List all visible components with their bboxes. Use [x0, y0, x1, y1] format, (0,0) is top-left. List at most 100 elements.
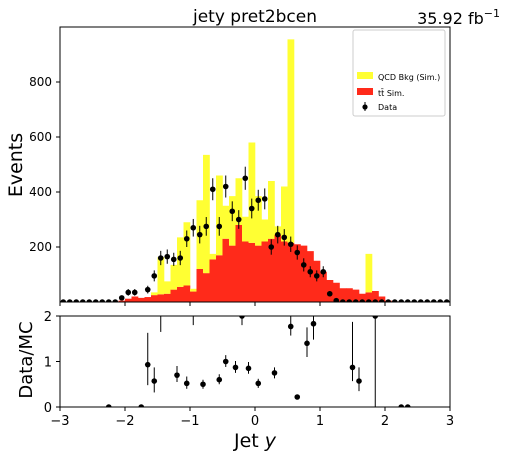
qcd-bar — [365, 253, 373, 293]
data-point — [411, 299, 418, 302]
data-point — [391, 299, 398, 302]
data-point — [398, 299, 405, 302]
x-axis-label: Jet y — [233, 430, 277, 452]
ratio-point — [255, 380, 262, 387]
ttbar-bar — [320, 271, 327, 302]
data-point — [274, 231, 281, 238]
ratio-point — [239, 316, 245, 319]
ratio-point — [222, 358, 229, 365]
x-tick-label: −3 — [50, 414, 69, 429]
data-point — [242, 175, 249, 182]
x-tick-label: 1 — [316, 414, 324, 429]
ttbar-bar — [242, 241, 249, 302]
data-point — [339, 299, 346, 302]
top-y-axis-label: Events — [5, 133, 27, 197]
qcd-bar — [222, 205, 230, 239]
ttbar-bar — [151, 295, 158, 302]
chart-title: jety pret2bcen — [192, 7, 317, 27]
ratio-point — [349, 364, 356, 371]
ttbar-bar — [333, 282, 340, 302]
data-point — [112, 299, 119, 302]
data-point — [294, 249, 301, 256]
ttbar-bar — [196, 269, 204, 302]
ttbar-bar — [365, 292, 373, 302]
legend-label: QCD Bkg (Sim.) — [378, 73, 440, 82]
ttbar-bar — [183, 285, 191, 302]
qcd-bar — [209, 253, 217, 260]
ttbar-bar — [359, 293, 366, 302]
ttbar-bar — [177, 286, 184, 302]
ttbar-bar — [339, 288, 347, 302]
ratio-y-tick-label: 0 — [44, 401, 52, 416]
data-point — [86, 299, 93, 302]
data-point — [430, 299, 437, 302]
ttbar-bar — [138, 297, 145, 302]
ratio-point — [245, 365, 252, 372]
legend: QCD Bkg (Sim.) tt̄ Sim. Data — [352, 29, 446, 117]
ratio-plot: 0 1 2 −3 −2 −1 0 1 2 3 — [44, 309, 454, 429]
ttbar-bar — [203, 273, 210, 302]
data-point — [281, 234, 288, 241]
ttbar-bar — [287, 242, 295, 302]
ratio-point — [404, 404, 411, 407]
qcd-bar — [242, 216, 249, 242]
ratio-point — [190, 309, 196, 315]
data-point — [131, 289, 138, 296]
qcd-bar — [255, 196, 262, 246]
top-y-tick-label: 800 — [29, 75, 52, 89]
top-y-tick-label: 400 — [29, 185, 52, 199]
ttbar-bar — [216, 255, 223, 302]
legend-label: Data — [378, 103, 397, 112]
data-point — [359, 299, 366, 302]
ttbar-bar — [346, 288, 353, 302]
ttbar-bar — [372, 291, 379, 302]
qcd-bar — [151, 292, 158, 296]
data-point — [151, 273, 158, 279]
data-point — [222, 183, 229, 190]
data-point — [261, 196, 268, 202]
data-point — [157, 255, 164, 261]
qcd-bar — [190, 288, 197, 292]
top-y-tick-label: 600 — [29, 130, 52, 144]
data-point — [404, 299, 411, 302]
data-point — [437, 299, 444, 302]
data-point — [92, 299, 99, 302]
data-point — [313, 273, 320, 279]
ratio-plot-frame — [59, 315, 451, 408]
data-point — [248, 205, 255, 212]
ratio-point — [372, 316, 379, 319]
data-point — [352, 299, 359, 302]
ratio-point — [232, 364, 239, 371]
qcd-bar — [248, 142, 256, 243]
legend-qcd-swatch — [357, 72, 373, 79]
ttbar-bar — [268, 238, 275, 302]
x-tick-label: −1 — [180, 414, 199, 429]
ttbar-bar — [209, 259, 217, 302]
data-point — [66, 299, 73, 302]
legend-ttbar-swatch — [357, 88, 373, 95]
data-point — [307, 268, 314, 275]
qcd-bar — [164, 281, 171, 294]
x-axis-label-var: y — [264, 430, 277, 452]
qcd-bar — [216, 175, 223, 256]
ttbar-bar — [261, 241, 269, 302]
legend-data-marker — [362, 104, 368, 110]
x-tick-label: 2 — [381, 414, 389, 429]
ratio-point — [183, 380, 190, 387]
qcd-bar — [183, 222, 191, 286]
qcd-bar — [281, 186, 288, 242]
x-axis-label-main: Jet — [233, 430, 265, 452]
legend-label: tt̄ Sim. — [378, 88, 404, 98]
data-point — [183, 235, 190, 242]
data-point — [125, 289, 132, 296]
ttbar-bar — [157, 294, 165, 302]
ratio-point — [200, 381, 206, 388]
luminosity-exponent: −1 — [484, 7, 500, 20]
data-point — [235, 216, 242, 223]
data-point — [424, 299, 431, 302]
data-point — [170, 256, 177, 263]
data-point — [346, 299, 353, 302]
data-point — [164, 253, 171, 260]
data-point — [203, 223, 210, 230]
